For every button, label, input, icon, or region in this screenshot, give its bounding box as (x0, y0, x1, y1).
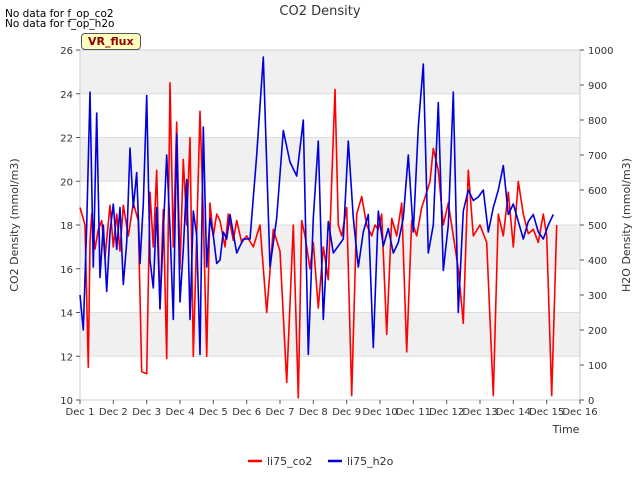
background-bands (80, 50, 580, 357)
x-tick-label: Dec 7 (266, 407, 295, 418)
legend-label: li75_co2 (267, 455, 312, 468)
x-tick-label: Dec 10 (362, 407, 397, 418)
series-line-li75_co2 (79, 82, 558, 399)
x-tick-label: Dec 16 (562, 407, 597, 418)
chart-title: CO2 Density (279, 4, 360, 19)
x-tick-label: Dec 11 (396, 407, 431, 418)
y-right-tick-label: 1000 (588, 46, 613, 57)
y-tick-label: 20 (60, 177, 73, 188)
y-tick-label: 18 (60, 221, 73, 232)
x-tick-label: Dec 2 (99, 407, 128, 418)
legend-label: li75_h2o (347, 455, 394, 468)
y-tick-label: 14 (60, 309, 73, 320)
x-tick-label: Dec 9 (332, 407, 361, 418)
y-right-tick-label: 700 (588, 151, 607, 162)
background-band (80, 312, 580, 357)
y-tick-label: 10 (60, 396, 73, 407)
y-right-tick-label: 0 (588, 396, 594, 407)
y-axis-right: 0 100 200 300 400 500 600 700 800 900 1000 (580, 46, 613, 407)
y-right-tick-label: 800 (588, 116, 607, 127)
y-tick-label: 12 (60, 352, 73, 363)
series-line-li75_h2o (79, 56, 555, 356)
y-right-tick-label: 200 (588, 326, 607, 337)
x-tick-label: Dec 12 (429, 407, 464, 418)
y-tick-label: 24 (60, 90, 73, 101)
y-tick-label: 16 (60, 265, 73, 276)
x-axis: Dec 1 Dec 2 Dec 3 Dec 4 Dec 5 Dec 6 Dec 7 Dec 8… (66, 400, 598, 418)
legend: li75_co2 li75_h2o (248, 455, 394, 468)
no-data-note-h2o: No data for f_op_h2o (5, 18, 115, 30)
y-tick-label: 26 (60, 46, 73, 57)
x-tick-label: Dec 8 (299, 407, 328, 418)
background-band (80, 137, 580, 182)
x-tick-label: Dec 1 (66, 407, 95, 418)
background-band (80, 50, 580, 94)
x-tick-label: Dec 15 (529, 407, 564, 418)
y-axis-left: 10 12 14 16 18 20 22 24 26 (60, 46, 80, 407)
vr-flux-badge: VR_flux (81, 33, 141, 50)
y-right-tick-label: 500 (588, 221, 607, 232)
x-tick-label: Dec 13 (462, 407, 497, 418)
series-layer (79, 56, 558, 399)
x-tick-label: Dec 5 (199, 407, 228, 418)
y-right-tick-label: 400 (588, 256, 607, 267)
y-tick-label: 22 (60, 134, 73, 145)
y-axis-label-left: CO2 Density (mmol/m3) (8, 158, 21, 291)
x-tick-label: Dec 14 (496, 407, 531, 418)
x-tick-label: Dec 4 (166, 407, 195, 418)
x-axis-label: Time (552, 423, 580, 436)
y-axis-label-right: H2O Density (mmol/m3) (620, 158, 633, 292)
x-tick-label: Dec 3 (132, 407, 161, 418)
y-right-tick-label: 600 (588, 186, 607, 197)
y-right-tick-label: 300 (588, 291, 607, 302)
y-right-tick-label: 900 (588, 81, 607, 92)
y-right-tick-label: 100 (588, 361, 607, 372)
x-tick-label: Dec 6 (232, 407, 261, 418)
no-data-note-co2: No data for f_op_co2 (5, 8, 114, 20)
